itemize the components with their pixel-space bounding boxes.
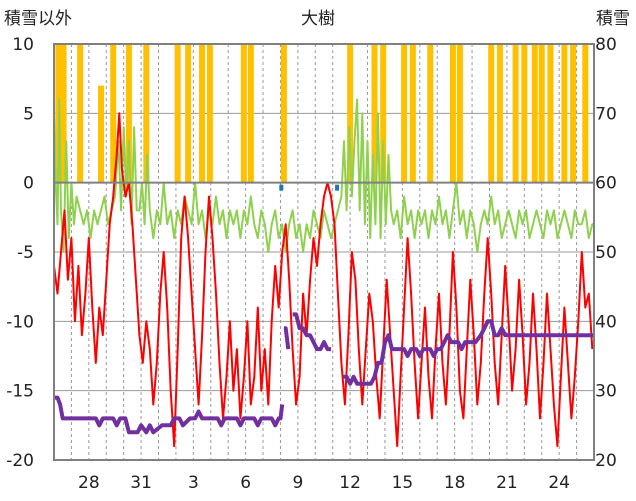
x-tick-label: 21 xyxy=(496,473,518,493)
precipitation-bar xyxy=(547,44,554,183)
precipitation-bar xyxy=(110,44,117,183)
right-tick-label: 20 xyxy=(595,451,617,471)
humidity-series xyxy=(53,98,594,253)
right-axis-title: 積雪 xyxy=(596,9,630,29)
humidity-line xyxy=(53,98,594,253)
left-tick-label: 0 xyxy=(23,174,34,194)
precipitation-bar xyxy=(496,44,503,183)
precipitation-bar xyxy=(409,44,416,183)
precipitation-bar xyxy=(371,44,378,183)
precipitation-bar xyxy=(531,44,538,183)
precipitation-bar xyxy=(199,44,206,183)
right-tick-label: 80 xyxy=(595,35,617,55)
x-tick-label: 18 xyxy=(444,473,466,493)
snow-depth-series xyxy=(54,312,594,435)
data-marker xyxy=(279,184,284,191)
precipitation-bar xyxy=(456,44,463,183)
right-tick-label: 60 xyxy=(595,174,617,194)
left-tick-label: 5 xyxy=(23,104,34,124)
x-tick-label: 28 xyxy=(78,473,100,493)
precipitation-bar xyxy=(401,44,408,183)
x-tick-label: 3 xyxy=(188,473,199,493)
left-tick-label: -20 xyxy=(6,451,34,471)
precipitation-bar xyxy=(488,44,495,183)
right-tick-label: 40 xyxy=(595,312,617,332)
precipitation-bar xyxy=(77,44,84,183)
precipitation-bar xyxy=(185,44,192,183)
snow-depth-line xyxy=(283,326,291,350)
x-tick-label: 12 xyxy=(339,473,361,493)
data-marker xyxy=(335,184,340,191)
x-tick-label: 24 xyxy=(548,473,570,493)
precipitation-bar xyxy=(538,44,545,183)
left-tick-label: -15 xyxy=(6,382,34,402)
precipitation-bar xyxy=(561,44,568,183)
precipitation-bar xyxy=(427,44,434,183)
x-tick-label: 9 xyxy=(292,473,303,493)
precipitation-bar xyxy=(174,44,181,183)
precipitation-bar xyxy=(247,44,254,183)
precipitation-bar xyxy=(449,44,456,183)
precipitation-bars xyxy=(55,44,589,183)
left-axis-title: 積雪以外 xyxy=(4,9,72,29)
left-tick-label: -5 xyxy=(17,243,34,263)
precipitation-bar xyxy=(60,44,67,183)
precipitation-bar xyxy=(380,44,387,183)
precipitation-bar xyxy=(582,44,589,183)
plot-border xyxy=(53,43,595,461)
left-tick-label: 10 xyxy=(12,35,34,55)
snow-depth-line xyxy=(343,319,594,386)
x-tick-label: 6 xyxy=(240,473,251,493)
precipitation-bar xyxy=(521,44,528,183)
precipitation-bar xyxy=(280,44,287,183)
right-tick-label: 50 xyxy=(595,243,617,263)
x-tick-label: 15 xyxy=(392,473,414,493)
chart-title: 大樹 xyxy=(301,9,335,29)
precipitation-bar xyxy=(240,44,247,183)
temperature-series xyxy=(53,112,594,448)
right-tick-label: 30 xyxy=(595,382,617,402)
right-tick-label: 70 xyxy=(595,104,617,124)
precipitation-bar xyxy=(98,85,105,183)
marker-layer xyxy=(279,184,340,191)
precipitation-bar xyxy=(512,44,519,183)
label-layer: 積雪以外 大樹 積雪 1050-5-10-15-2080706050403020… xyxy=(4,9,630,493)
snow-depth-line xyxy=(54,395,285,435)
snow-depth-line xyxy=(292,312,331,352)
precipitation-bar xyxy=(347,44,354,183)
precipitation-bar xyxy=(125,44,132,183)
precipitation-bar xyxy=(143,44,150,183)
axis-layer xyxy=(53,43,595,461)
precipitation-bar xyxy=(206,44,213,183)
left-tick-label: -10 xyxy=(6,312,34,332)
temperature-line xyxy=(53,112,594,448)
x-tick-label: 31 xyxy=(130,473,152,493)
precipitation-bar xyxy=(570,44,577,183)
